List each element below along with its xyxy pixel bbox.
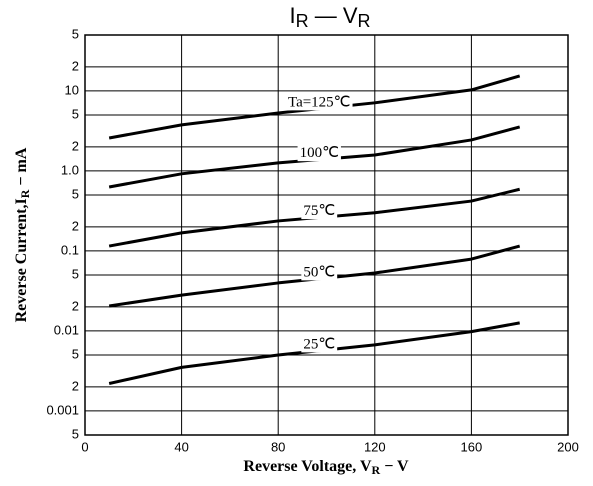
y-tick-label: 2 [72, 378, 79, 393]
y-tick-label: 1.0 [61, 162, 79, 177]
x-title-part: − V [380, 458, 409, 475]
x-axis-title: Reverse Voltage, VR − V [243, 458, 409, 477]
plot-frame [84, 34, 569, 436]
title-sub: R [296, 11, 309, 31]
y-tick-label: 2 [72, 298, 79, 313]
curve [108, 321, 520, 385]
title-part: — V [309, 3, 358, 28]
y-title-sub: R [18, 189, 32, 198]
y-tick-label: 0.001 [46, 402, 79, 417]
y-tick-label: 5 [72, 346, 79, 361]
curve-label: Ta=125℃ [288, 94, 351, 110]
curve-label: 25℃ [303, 336, 335, 352]
x-tick-label: 40 [174, 439, 188, 454]
y-tick-label: 2 [72, 138, 79, 153]
y-axis-title: Reverse Current,IR − mA [13, 147, 32, 322]
x-title-part: Reverse Voltage, V [243, 458, 372, 475]
x-title-sub: R [372, 463, 381, 477]
title-part: I [289, 3, 295, 28]
y-tick-label: 0.01 [54, 322, 79, 337]
y-tick-label: 5 [72, 26, 79, 41]
curve-label: 100℃ [300, 145, 339, 161]
curve-label-bg [301, 203, 338, 220]
chart-title: IR — VR [289, 3, 370, 31]
x-tick-label: 80 [271, 439, 285, 454]
curve-label: 75℃ [303, 203, 335, 219]
x-tick-label: 160 [461, 439, 483, 454]
y-tick-label: 5 [72, 266, 79, 281]
y-tick-label: 2 [72, 218, 79, 233]
y-tick-label: 2 [72, 58, 79, 73]
curve-label-bg [285, 94, 353, 111]
x-tick-label: 200 [557, 439, 579, 454]
y-tick-label: 10 [65, 82, 79, 97]
curve-label-bg [301, 336, 338, 353]
y-tick-label: 0.1 [61, 242, 79, 257]
curve-label: 50℃ [303, 264, 335, 280]
y-title-part: − mA [13, 147, 30, 189]
y-tick-label: 5 [72, 186, 79, 201]
y-tick-label: 5 [72, 426, 79, 441]
x-tick-label: 120 [364, 439, 386, 454]
x-tick-label: 0 [81, 439, 88, 454]
curve-label-bg [301, 264, 338, 281]
curve-label-bg [297, 145, 341, 162]
y-tick-label: 5 [72, 106, 79, 121]
title-sub: R [358, 11, 371, 31]
y-title-part: Reverse Current,I [13, 198, 30, 322]
